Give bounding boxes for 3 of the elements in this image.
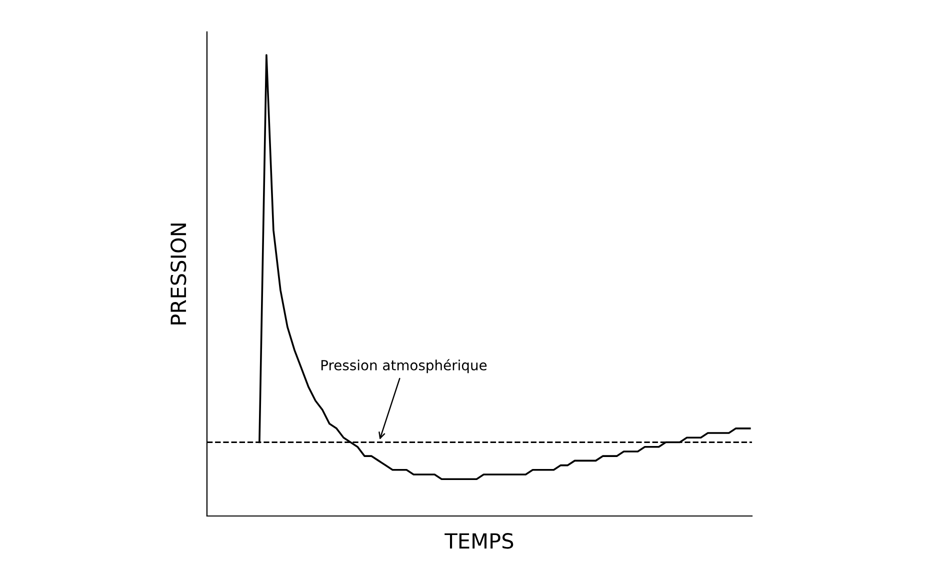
ref-line-label: Pression atmosphérique xyxy=(321,359,487,374)
x-axis-title: TEMPS xyxy=(444,533,514,549)
y-axis-title: PRESSION xyxy=(170,224,186,324)
